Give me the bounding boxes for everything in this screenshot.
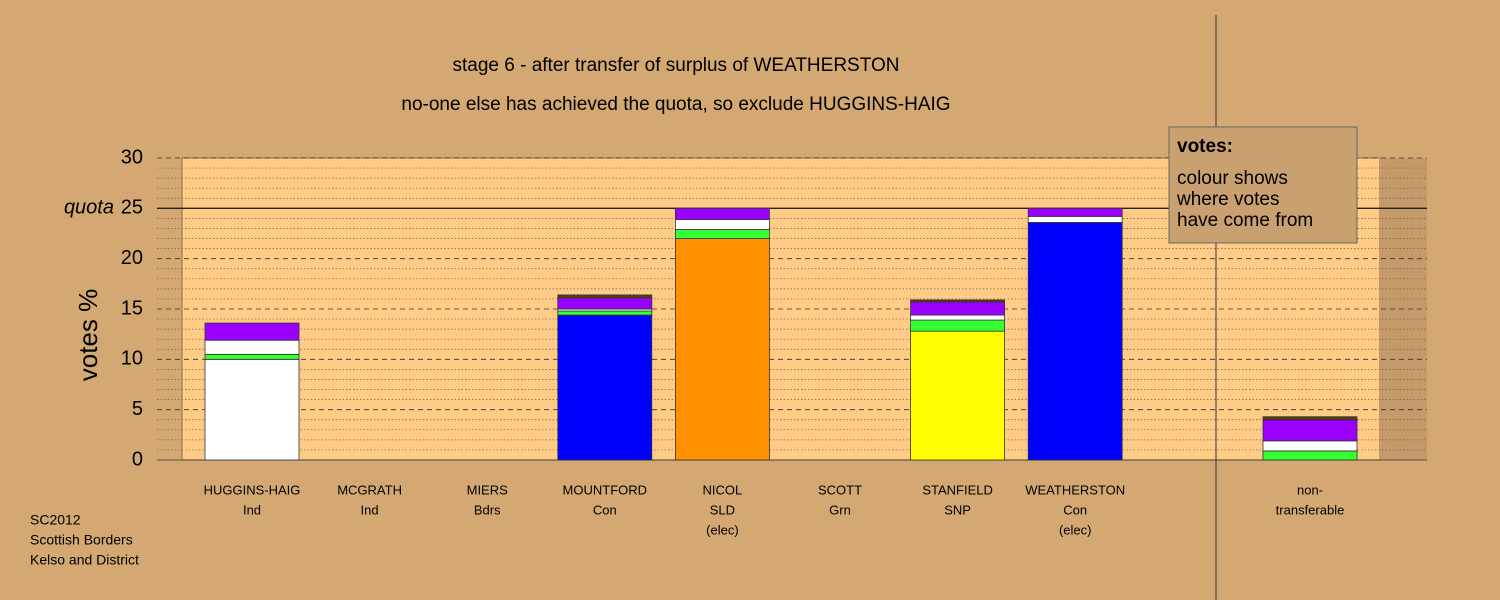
x-tick-label: Ind	[361, 502, 379, 517]
bar-segment	[910, 330, 1005, 461]
bar-segment	[557, 314, 653, 461]
bar-segment	[910, 301, 1005, 316]
bar-segment	[910, 299, 1005, 303]
quota-label: quota	[64, 197, 114, 219]
bar-segment	[557, 310, 653, 316]
x-tick-label: MCGRATH	[337, 482, 402, 497]
bar-segment	[557, 297, 653, 310]
y-tick-label: 15	[121, 297, 143, 319]
x-tick-label: Bdrs	[474, 502, 501, 517]
x-tick-label: Ind	[243, 502, 261, 517]
x-tick-label: WEATHERSTON	[1025, 482, 1125, 497]
chart-title: stage 6 - after transfer of surplus of W…	[452, 55, 899, 76]
bar-segment	[204, 358, 300, 461]
footer-text: Scottish Borders	[30, 532, 133, 548]
y-tick-label: 5	[132, 398, 143, 420]
x-tick-label: (elec)	[706, 522, 739, 537]
legend-title: votes:	[1177, 136, 1233, 157]
y-tick-label: 20	[121, 247, 143, 269]
y-axis-label: votes %	[73, 289, 103, 382]
bar-segment	[204, 339, 300, 355]
bar-segment	[1027, 222, 1123, 461]
bar-segment	[675, 207, 770, 220]
x-tick-label: non-	[1297, 482, 1323, 497]
legend-text: where votes	[1176, 189, 1279, 210]
x-tick-label: MOUNTFORD	[563, 482, 648, 497]
y-tick-label: 10	[121, 348, 143, 370]
legend-text: colour shows	[1177, 168, 1288, 189]
chart-subtitle: no-one else has achieved the quota, so e…	[401, 94, 950, 115]
x-tick-label: MIERS	[467, 482, 509, 497]
x-tick-label: Grn	[829, 502, 851, 517]
bar-segment	[675, 229, 770, 239]
footer-text: SC2012	[30, 512, 81, 528]
y-tick-label: 30	[121, 146, 143, 168]
x-tick-label: SNP	[944, 502, 971, 517]
x-tick-label: SLD	[710, 502, 735, 517]
x-tick-label: Con	[593, 502, 617, 517]
bar-segment	[1027, 215, 1123, 223]
bar-segment	[1262, 416, 1358, 421]
x-tick-label: STANFIELD	[922, 482, 993, 497]
bar-segment	[1262, 450, 1358, 461]
bar-segment	[675, 238, 770, 461]
bar-segment	[910, 319, 1005, 332]
x-tick-label: Con	[1063, 502, 1087, 517]
bar-segment	[675, 219, 770, 230]
bar-segment	[557, 294, 653, 299]
x-tick-label: (elec)	[1059, 522, 1092, 537]
x-tick-label: HUGGINS-HAIG	[204, 482, 301, 497]
bar-segment	[1262, 419, 1358, 442]
y-tick-label: 25	[121, 197, 143, 219]
bar-segment	[910, 314, 1005, 321]
bar-segment	[204, 322, 300, 341]
x-tick-label: NICOL	[703, 482, 743, 497]
legend-box	[1168, 126, 1358, 244]
bar-segment	[1262, 440, 1358, 452]
x-tick-label: transferable	[1276, 502, 1345, 517]
legend-text: have come from	[1177, 210, 1313, 231]
x-tick-label: SCOTT	[818, 482, 862, 497]
bar-segment	[204, 353, 300, 360]
footer-text: Kelso and District	[30, 552, 139, 568]
y-tick-label: 0	[132, 448, 143, 470]
bar-segment	[1027, 207, 1123, 217]
